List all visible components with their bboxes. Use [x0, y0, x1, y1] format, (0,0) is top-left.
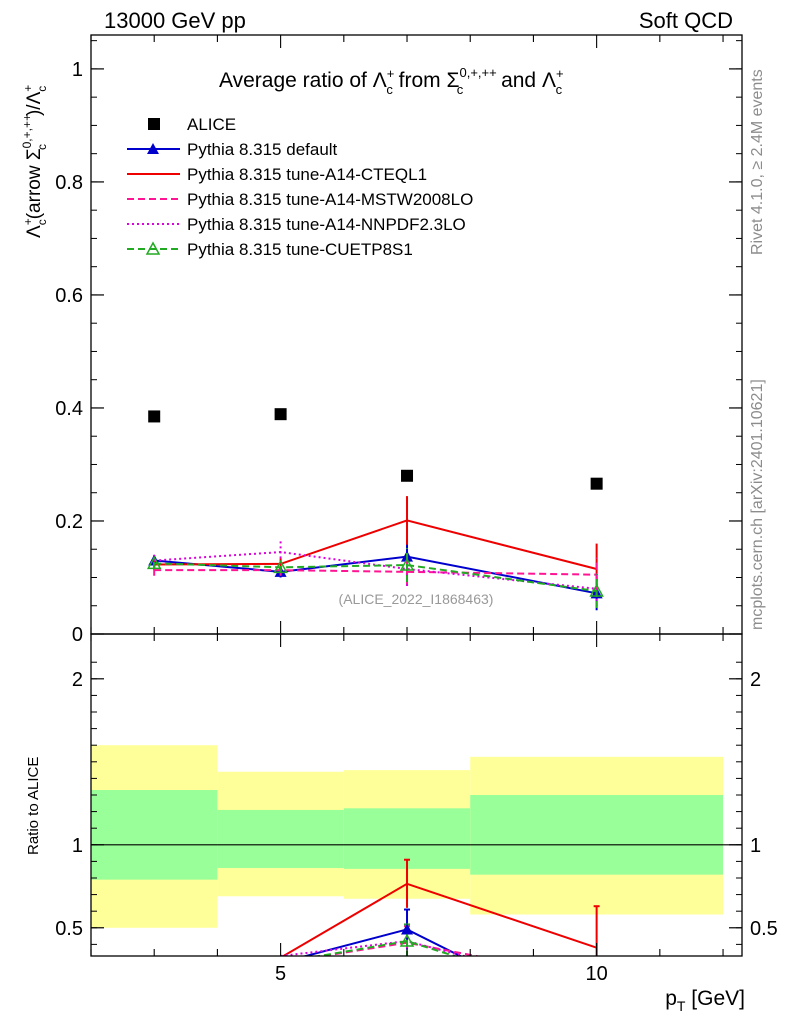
data-point [590, 477, 603, 490]
x-tick-label: 5 [275, 963, 286, 985]
data-point [401, 469, 414, 482]
header-left: 13000 GeV pp [104, 8, 246, 33]
ratio-y-tick-label: 2 [72, 669, 83, 691]
ratio-mc-curve [301, 928, 463, 956]
legend-data-label: ALICE [187, 115, 236, 134]
main-y-tick-label: 1 [72, 59, 83, 81]
legend-label: Pythia 8.315 default [187, 140, 338, 159]
main-marks [146, 408, 604, 611]
main-y-tick-label: 0.6 [55, 285, 83, 307]
legend-label: Pythia 8.315 tune-A14-CTEQL1 [187, 165, 427, 184]
x-tick-label: 10 [586, 963, 608, 985]
mc-point [399, 557, 415, 571]
ratio-bands [91, 745, 742, 928]
main-y-tick-label: 0.2 [55, 511, 83, 533]
mc-curve [154, 519, 597, 570]
main-y-tick-label: 0.4 [55, 398, 83, 420]
data-point [148, 410, 161, 423]
legend-marker [145, 241, 161, 255]
chart-title: Average ratio of Λ+ c from Σ0,+,++ c and Λ… [219, 65, 564, 97]
axis-ticks: 0 0.2 0.4 0.6 0.8 1 5 10 0.5 0.5 1 1 2 2 [55, 35, 778, 985]
ratio-y-axis-label: Ratio to ALICE [25, 757, 42, 855]
ratio-mc-point [401, 923, 414, 935]
main-y-tick-label: 0 [72, 624, 83, 646]
legend: ALICE Pythia 8.315 default Pythia 8.315 tu… [127, 115, 473, 259]
mc-point [273, 559, 288, 574]
main-y-tick-label: 0.8 [55, 172, 83, 194]
stat-uncertainty-band [91, 790, 218, 880]
legend-label: Pythia 8.315 tune-A14-MSTW2008LO [187, 190, 473, 209]
ratio-mc-curve [280, 940, 468, 956]
data-point [274, 408, 287, 421]
stat-uncertainty-band [470, 795, 724, 875]
mcplots-credit-text: mcplots.cern.ch [arXiv:2401.10621] [749, 379, 766, 630]
legend-label: Pythia 8.315 tune-A14-NNPDF2.3LO [187, 215, 466, 234]
rivet-version-text: Rivet 4.1.0, ≥ 2.4M events [749, 69, 766, 255]
ratio-y-tick-label-right: 0.5 [750, 918, 778, 940]
ratio-y-tick-label-right: 2 [750, 669, 761, 691]
legend-data-marker [148, 118, 160, 130]
ratio-mc-curve [316, 941, 482, 956]
legend-marker [147, 143, 159, 154]
header-right: Soft QCD [639, 8, 733, 33]
legend-label: Pythia 8.315 tune-CUETP8S1 [187, 240, 413, 259]
ratio-y-tick-label-right: 1 [750, 835, 761, 857]
ratio-y-tick-label: 0.5 [55, 918, 83, 940]
ratio-mc-point [399, 933, 415, 947]
mc-point [589, 583, 604, 597]
mc-curve [154, 569, 597, 576]
mc-curve [154, 555, 597, 595]
mc-curve [154, 551, 597, 590]
main-y-axis-label: Λ+c(arrow Σ0,+,++c)/Λ+c [20, 85, 49, 238]
stat-uncertainty-band [217, 809, 344, 869]
analysis-watermark: (ALICE_2022_I1868463) [339, 591, 494, 607]
ratio-y-tick-label: 1 [72, 835, 83, 857]
x-axis-label: pT [GeV] [665, 987, 745, 1014]
mc-point [146, 555, 162, 570]
mc-curve [154, 562, 597, 593]
